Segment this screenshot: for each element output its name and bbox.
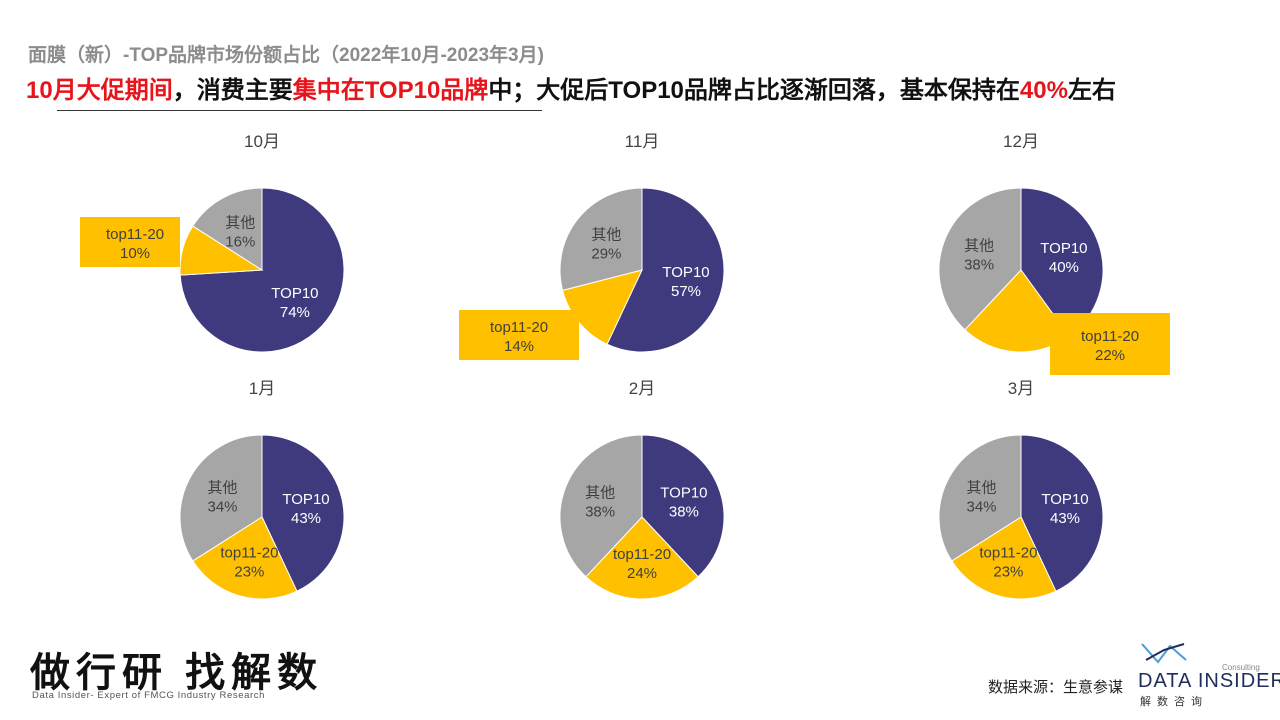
slice-label: TOP10	[282, 491, 329, 508]
pie-slice-top10	[261, 434, 345, 592]
slice-label: 其他	[207, 479, 237, 496]
slice-value-label: 34%	[966, 498, 996, 515]
headline-segment: 40%	[1019, 77, 1068, 104]
slice-value-label: 23%	[234, 563, 264, 580]
slice-label: 其他	[591, 226, 621, 243]
slice-label: 其他	[966, 479, 996, 496]
slice-value-label: 34%	[207, 498, 237, 515]
slice-value-label: 22%	[1095, 347, 1125, 364]
slice-value-label: 38%	[964, 256, 994, 273]
slice-value-label: 38%	[669, 503, 699, 520]
pie-chart: 12月 TOP10 40% top11-20 22% 其他 38%	[938, 132, 1170, 375]
slice-label: top11-20	[613, 546, 671, 563]
headline-segment: 中；大促后TOP10品牌占比逐渐回落，基本保持在	[488, 77, 1020, 104]
pie-chart: 10月 TOP10 74% top11-20 10% 其他 16%	[80, 132, 345, 353]
slice-label: top11-20	[106, 226, 164, 243]
slice-label: top11-20	[1081, 328, 1139, 345]
slice-label: TOP10	[660, 484, 707, 501]
pie-title: 3月	[1008, 379, 1034, 398]
data-insider-logo-icon	[1141, 643, 1187, 664]
slice-value-label: 29%	[591, 245, 621, 262]
slice-label: TOP10	[271, 285, 318, 302]
pie-slice-other	[192, 187, 263, 271]
pie-slice-top10	[1020, 434, 1104, 592]
slice-value-label: 24%	[627, 565, 657, 582]
slice-label: TOP10	[1041, 491, 1088, 508]
slice-label: 其他	[964, 237, 994, 254]
logo-consulting-label: Consulting	[1222, 663, 1260, 672]
pie-title: 11月	[625, 132, 660, 151]
slice-label: top11-20	[220, 544, 278, 561]
brand-tagline: Data Insider- Expert of FMCG Industry Re…	[32, 690, 265, 701]
pie-slice-top11-20	[192, 516, 298, 600]
pie-slice-top10	[606, 187, 725, 353]
pie-title: 1月	[249, 379, 275, 398]
pie-slice-other	[938, 187, 1022, 331]
slice-label: 其他	[225, 215, 255, 232]
slice-value-label: 10%	[120, 245, 150, 262]
pie-chart: 2月 TOP10 38% top11-20 24% 其他 38%	[559, 379, 725, 600]
headline-segment: ，消费主要	[172, 77, 293, 104]
slice-value-label: 57%	[671, 283, 701, 300]
slice-value-label: 43%	[291, 510, 321, 527]
slice-value-label: 43%	[1050, 510, 1080, 527]
page-headline: 10月大促期间，消费主要集中在TOP10品牌中；大促后TOP10品牌占比逐渐回落…	[26, 70, 1116, 105]
pie-title: 2月	[629, 379, 655, 398]
slice-label: top11-20	[490, 319, 548, 336]
slice-callout-box	[80, 217, 180, 267]
slice-value-label: 14%	[504, 338, 534, 355]
pie-slice-other	[179, 434, 263, 562]
headline-underline	[57, 110, 542, 111]
slice-label: top11-20	[979, 544, 1037, 561]
pie-slice-other	[559, 434, 643, 578]
slice-callout-box	[459, 310, 579, 360]
data-source: 数据来源：生意参谋	[988, 679, 1124, 696]
logo-chinese-name: 解数咨询	[1140, 696, 1208, 708]
headline-segment: 左右	[1067, 77, 1116, 104]
slice-value-label: 74%	[280, 304, 310, 321]
slice-value-label: 40%	[1049, 259, 1079, 276]
slice-label: TOP10	[662, 264, 709, 281]
slice-label: TOP10	[1040, 240, 1087, 257]
logo-name: DATA INSIDER	[1138, 670, 1280, 692]
slice-value-label: 16%	[225, 234, 255, 251]
pie-slice-other	[559, 187, 643, 291]
slice-value-label: 23%	[993, 563, 1023, 580]
brand-slogan: 做行研 找解数	[30, 651, 324, 695]
slice-callout-box	[1050, 313, 1170, 375]
pie-title: 12月	[1003, 132, 1039, 151]
headline-segment: 集中在TOP10品牌	[292, 77, 489, 104]
pie-chart: 3月 TOP10 43% top11-20 23% 其他 34%	[938, 379, 1104, 600]
slice-value-label: 38%	[585, 503, 615, 520]
pie-title: 10月	[244, 132, 280, 151]
pie-slice-top10	[641, 434, 725, 578]
page-subtitle: 面膜（新）-TOP品牌市场份额占比（2022年10月-2023年3月)	[28, 45, 544, 66]
pie-slice-top11-20	[951, 516, 1057, 600]
headline-segment: 10月大促期间	[26, 77, 173, 104]
pie-chart: 1月 TOP10 43% top11-20 23% 其他 34%	[179, 379, 345, 600]
slice-label: 其他	[585, 484, 615, 501]
pie-slice-top11-20	[585, 516, 699, 600]
pie-slice-other	[938, 434, 1022, 562]
pie-chart: 11月 TOP10 57% top11-20 14% 其他 29%	[459, 132, 725, 360]
